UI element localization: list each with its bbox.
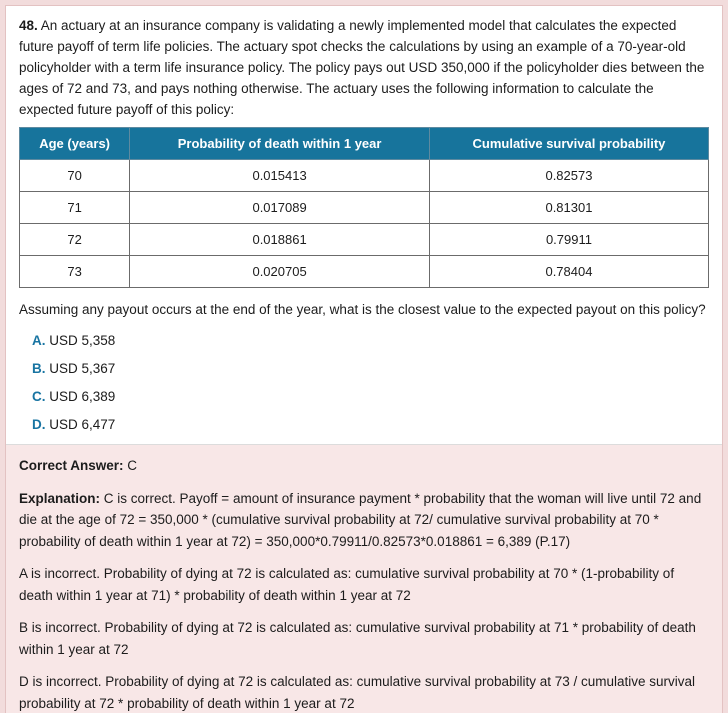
table-cell: 0.78404 — [428, 255, 710, 288]
option-b-letter: B. — [32, 361, 46, 376]
option-b: B. USD 5,367 — [32, 355, 709, 382]
table-row: 73 0.020705 0.78404 — [18, 255, 710, 288]
option-b-text: USD 5,367 — [45, 361, 116, 376]
table-cell: 70 — [18, 159, 131, 192]
question-section: 48. An actuary at an insurance company i… — [6, 6, 722, 444]
table-cell: 0.017089 — [129, 191, 430, 224]
table-cell: 0.018861 — [129, 223, 430, 256]
table-row: 71 0.017089 0.81301 — [18, 191, 710, 224]
table-cell: 73 — [18, 255, 131, 288]
incorrect-explanation-b: B is incorrect. Probability of dying at … — [19, 620, 696, 657]
option-c-letter: C. — [32, 389, 46, 404]
table-cell: 0.015413 — [129, 159, 430, 192]
explanation-label: Explanation: — [19, 490, 101, 506]
option-a: A. USD 5,358 — [32, 327, 709, 354]
table-header-row: Age (years) Probability of death within … — [18, 127, 710, 160]
correct-answer-line: Correct Answer: C — [19, 455, 709, 477]
option-d-letter: D. — [32, 417, 46, 432]
table-header-age: Age (years) — [18, 127, 131, 160]
correct-answer-label: Correct Answer: — [19, 458, 124, 473]
option-d: D. USD 6,477 — [32, 411, 709, 438]
option-d-text: USD 6,477 — [45, 417, 116, 432]
table-header-death-prob: Probability of death within 1 year — [129, 127, 430, 160]
table-cell: 0.79911 — [428, 223, 710, 256]
question-followup: Assuming any payout occurs at the end of… — [19, 302, 706, 317]
option-c-text: USD 6,389 — [45, 389, 116, 404]
incorrect-explanation-d: D is incorrect. Probability of dying at … — [19, 674, 696, 711]
table-row: 72 0.018861 0.79911 — [18, 223, 710, 256]
table-cell: 72 — [18, 223, 131, 256]
option-a-letter: A. — [32, 333, 46, 348]
explanation: Explanation: C is correct. Payoff = amou… — [19, 488, 709, 553]
incorrect-explanation-a: A is incorrect. Probability of dying at … — [19, 566, 675, 603]
table-cell: 0.020705 — [129, 255, 430, 288]
table-cell: 0.82573 — [428, 159, 710, 192]
answer-section: Correct Answer: C Explanation: C is corr… — [6, 444, 722, 713]
table-row: 70 0.015413 0.82573 — [18, 159, 710, 192]
explanation-text: C is correct. Payoff = amount of insuran… — [19, 490, 702, 549]
table-cell: 71 — [18, 191, 131, 224]
options-list: A. USD 5,358 B. USD 5,367 C. USD 6,389 D… — [19, 327, 709, 438]
table-header-cum-survival: Cumulative survival probability — [428, 127, 710, 160]
correct-answer-value: C — [123, 458, 138, 473]
question-number: 48. — [19, 18, 38, 33]
question-body: An actuary at an insurance company is va… — [19, 18, 705, 117]
question-card: 48. An actuary at an insurance company i… — [5, 5, 723, 713]
mortality-table: Age (years) Probability of death within … — [18, 127, 710, 288]
option-a-text: USD 5,358 — [45, 333, 116, 348]
table-cell: 0.81301 — [428, 191, 710, 224]
option-c: C. USD 6,389 — [32, 383, 709, 410]
question-text: 48. An actuary at an insurance company i… — [19, 15, 709, 120]
